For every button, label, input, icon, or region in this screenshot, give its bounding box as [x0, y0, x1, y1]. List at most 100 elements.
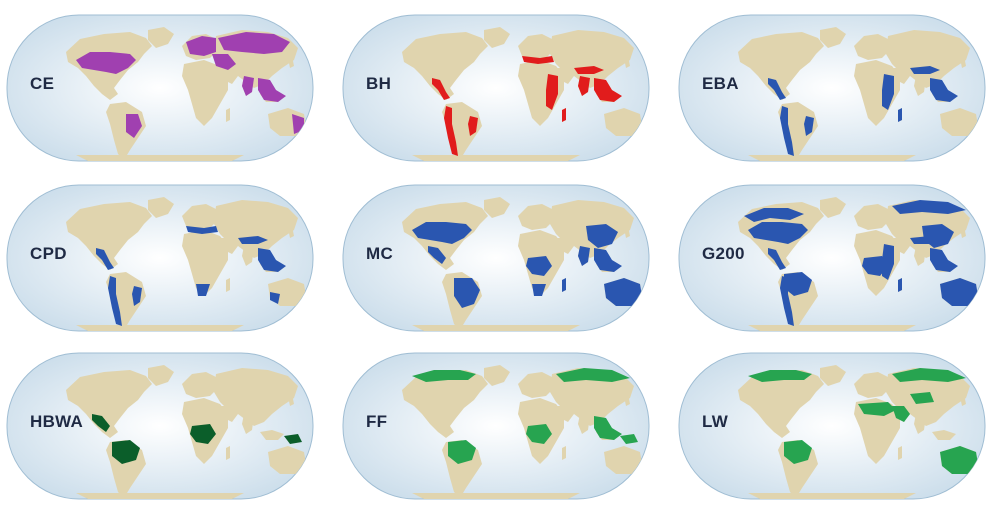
- landmass-europe: [854, 372, 890, 398]
- landmass-indonesia: [260, 430, 284, 440]
- highlight-region-newguinea: [284, 434, 302, 444]
- landmass-greenland: [820, 27, 846, 48]
- world-map: [342, 14, 650, 162]
- highlight-region-australia: [604, 278, 642, 306]
- highlight-region-madagascar: [562, 108, 566, 122]
- landmass-arabia: [556, 68, 574, 84]
- landmass-africa: [182, 230, 228, 296]
- highlight-region-sea: [258, 248, 286, 272]
- panel-label: LW: [702, 412, 729, 431]
- landmass-australia: [268, 446, 306, 474]
- landmass-australia: [604, 446, 642, 474]
- highlight-region-amazon: [784, 440, 812, 464]
- landmass-antarctica: [412, 155, 580, 161]
- landmass-japan: [288, 56, 294, 68]
- panel-label: BH: [366, 74, 392, 93]
- landmass-northamerica: [402, 370, 488, 438]
- landmass-japan: [624, 226, 630, 238]
- landmass-northamerica: [738, 370, 824, 438]
- landmass-greenland: [820, 365, 846, 386]
- panel-label: EBA: [702, 74, 739, 93]
- landmass-nz: [642, 304, 648, 318]
- map-panel-lw: LW: [678, 352, 986, 500]
- landmass-europe: [182, 372, 218, 398]
- landmass-uk: [858, 212, 864, 220]
- highlight-region-southafrica: [532, 284, 546, 296]
- map-panel-ff: FF: [342, 352, 650, 500]
- highlight-region-southafrica: [196, 284, 210, 296]
- landmass-uk: [858, 42, 864, 50]
- landmass-nz: [642, 472, 648, 486]
- landmass-antarctica: [748, 493, 916, 499]
- highlight-region-canada_north: [412, 370, 476, 382]
- landmass-africa: [854, 398, 900, 464]
- highlight-region-sea: [258, 78, 286, 102]
- landmass-uk: [858, 380, 864, 388]
- landmass-arabia: [892, 238, 910, 254]
- highlight-region-nz: [978, 134, 984, 148]
- highlight-region-us: [748, 222, 808, 244]
- highlight-region-arabia: [892, 406, 910, 422]
- highlight-region-mesoamerica: [768, 78, 786, 100]
- world-map: [678, 14, 986, 162]
- highlight-region-brazil_coast: [468, 116, 478, 136]
- highlight-region-southamerica_east: [126, 114, 142, 138]
- highlight-region-mesoamerica: [768, 248, 786, 270]
- map-panel-cpd: CPD: [6, 184, 314, 332]
- landmass-europe: [518, 204, 554, 230]
- map-panel-eba: EBA: [678, 14, 986, 162]
- landmass-antarctica: [76, 325, 244, 331]
- panel-label: MC: [366, 244, 394, 263]
- landmass-madagascar: [562, 446, 566, 460]
- highlight-region-mediterranean: [522, 56, 554, 64]
- panel-label: HBWA: [30, 412, 84, 431]
- world-map: [6, 352, 314, 500]
- highlight-region-china: [922, 224, 954, 248]
- map-panel-bh: BH: [342, 14, 650, 162]
- highlight-region-china: [586, 224, 618, 248]
- highlight-region-australia: [940, 278, 978, 306]
- landmass-australia: [940, 108, 978, 136]
- landmass-antarctica: [412, 493, 580, 499]
- world-map: [678, 352, 986, 500]
- landmass-uk: [522, 42, 528, 50]
- highlight-region-congo: [190, 424, 216, 444]
- landmass-europe: [854, 34, 890, 60]
- highlight-region-andes: [108, 276, 122, 326]
- highlight-region-himalaya: [238, 236, 268, 244]
- landmass-japan: [960, 226, 966, 238]
- world-map: [6, 14, 314, 162]
- landmass-greenland: [148, 27, 174, 48]
- landmass-nz: [306, 472, 312, 486]
- highlight-region-sea: [930, 248, 958, 272]
- landmass-greenland: [484, 197, 510, 218]
- highlight-region-us: [412, 222, 472, 244]
- landmass-madagascar: [226, 446, 230, 460]
- landmass-nz: [306, 304, 312, 318]
- landmass-northamerica: [738, 32, 824, 100]
- highlight-region-siberia: [556, 368, 630, 382]
- highlight-region-eastafrica: [882, 74, 894, 110]
- landmass-india: [242, 246, 254, 266]
- landmass-uk: [522, 212, 528, 220]
- highlight-region-congo: [526, 424, 552, 444]
- landmass-europe: [518, 34, 554, 60]
- landmass-arabia: [220, 238, 238, 254]
- panel-label: G200: [702, 244, 745, 263]
- landmass-uk: [186, 212, 192, 220]
- highlight-region-tibet: [910, 392, 934, 404]
- landmass-india: [242, 414, 254, 434]
- highlight-region-asia: [218, 32, 290, 54]
- landmass-greenland: [820, 197, 846, 218]
- landmass-uk: [522, 380, 528, 388]
- landmass-antarctica: [76, 155, 244, 161]
- map-panel-hbwa: HBWA: [6, 352, 314, 500]
- highlight-region-europe: [186, 36, 216, 56]
- landmass-arabia: [220, 406, 238, 422]
- landmass-india: [914, 414, 926, 434]
- landmass-africa: [182, 60, 228, 126]
- highlight-region-congo: [862, 256, 888, 276]
- landmass-india: [578, 414, 590, 434]
- highlight-region-brazil_coast: [132, 286, 142, 306]
- highlight-region-sea: [594, 416, 622, 440]
